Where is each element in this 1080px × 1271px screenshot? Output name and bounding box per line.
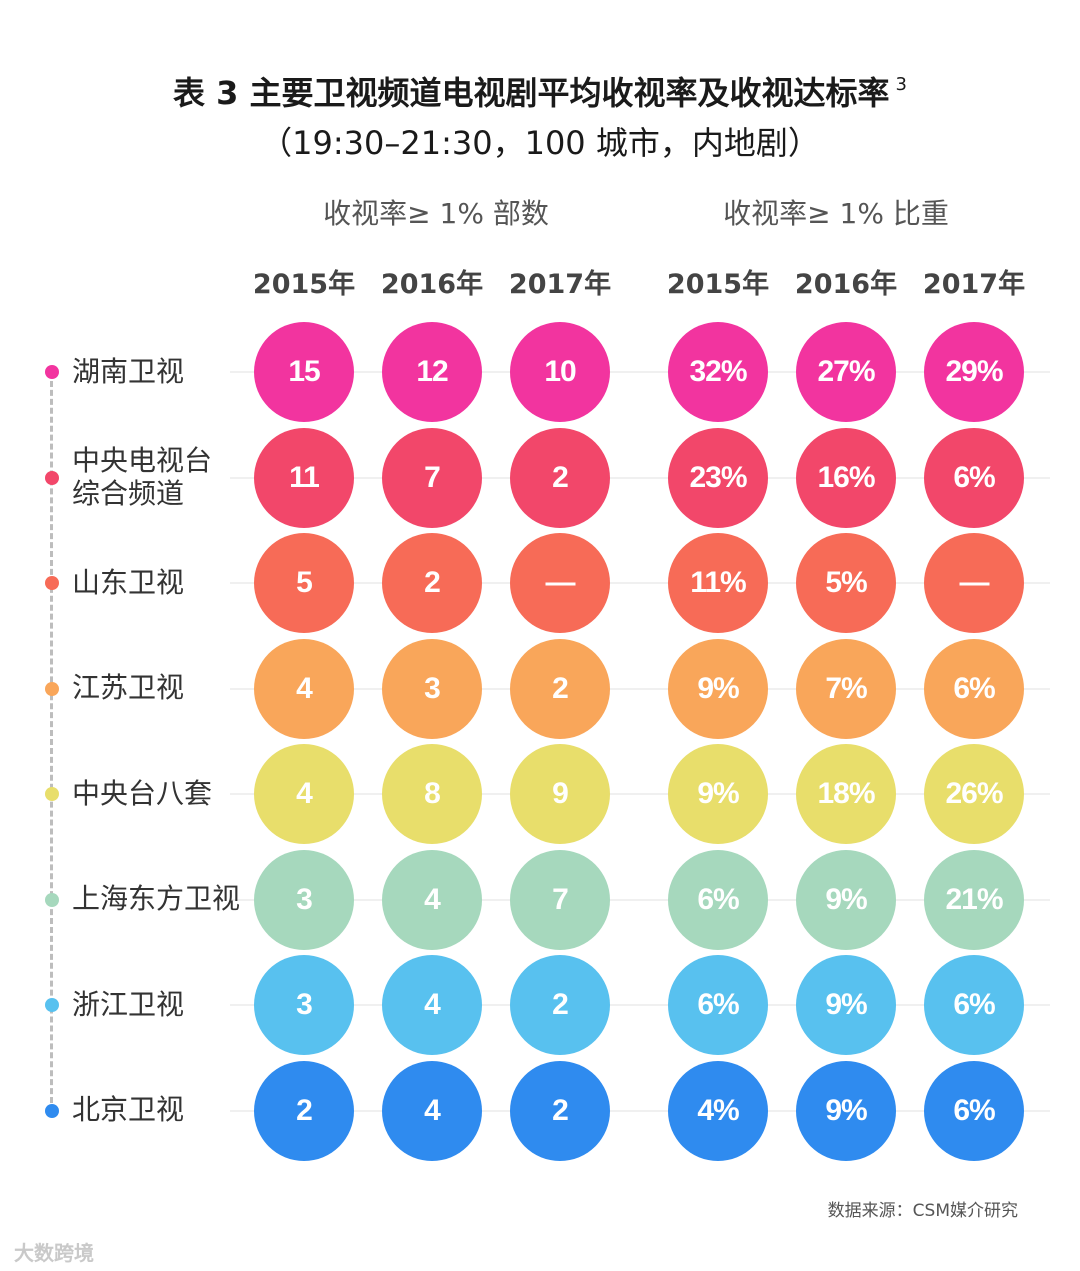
share-circle: 6% [924, 955, 1024, 1055]
row-guide-line [230, 582, 1050, 584]
share-circle: 6% [668, 955, 768, 1055]
share-circle: 9% [668, 638, 768, 739]
share-circle: 27% [796, 322, 896, 422]
share-circle: 16% [796, 427, 896, 528]
share-circle: 32% [668, 322, 768, 422]
year-header-share-2016: 2016年 [794, 269, 898, 300]
year-header-count-2017: 2017年 [508, 269, 612, 300]
share-circle: 4% [668, 1060, 768, 1161]
count-circle: 3 [254, 955, 354, 1055]
count-circle: 8 [382, 744, 482, 844]
group-header-count: 收视率≥ 1% 部数 [323, 197, 549, 230]
row-marker-dot [45, 681, 59, 696]
chart-subtitle: （19:30–21:30，100 城市，内地剧） [260, 124, 820, 162]
chart-title: 表 3 主要卫视频道电视剧平均收视率及收视达标率 3 [0, 68, 1080, 114]
count-circle: 12 [382, 322, 482, 422]
share-circle: 6% [924, 1060, 1024, 1161]
row-marker-dot [45, 576, 59, 590]
row-guide-line [230, 1004, 1050, 1006]
channel-label: 中央台八套 [72, 776, 213, 810]
share-circle: 18% [796, 744, 896, 844]
share-circle: 6% [924, 638, 1024, 739]
row-marker-dot [45, 787, 59, 801]
share-circle: 9% [796, 955, 896, 1055]
count-circle: 4 [382, 955, 482, 1055]
year-header-count-2015: 2015年 [252, 269, 356, 300]
data-source-note: 数据来源：CSM媒介研究 [827, 1201, 1018, 1221]
count-circle: 9 [510, 744, 610, 844]
count-circle: 7 [382, 427, 482, 528]
group-header-share: 收视率≥ 1% 比重 [723, 197, 949, 230]
share-circle: 6% [668, 849, 768, 950]
share-circle: 21% [924, 849, 1024, 950]
count-circle: 2 [382, 533, 482, 633]
year-header-share-2017: 2017年 [922, 269, 1026, 300]
channel-label: 湖南卫视 [72, 354, 185, 388]
channel-label: 上海东方卫视 [72, 882, 241, 915]
row-marker-dot [45, 470, 59, 485]
count-circle: 5 [254, 533, 354, 633]
channel-label: 浙江卫视 [72, 987, 185, 1021]
row-guide-line [230, 1109, 1050, 1112]
share-circle: 5% [796, 533, 896, 633]
watermark-logo: 大数跨境 [14, 1241, 94, 1265]
row-guide-line [230, 793, 1050, 795]
count-circle: 10 [510, 322, 610, 422]
channel-label: 山东卫视 [72, 565, 185, 599]
count-circle: 2 [254, 1060, 354, 1161]
count-circle: 3 [382, 638, 482, 739]
row-marker-dot [45, 365, 59, 379]
year-header-count-2016: 2016年 [380, 269, 484, 300]
channel-label: 江苏卫视 [72, 671, 185, 704]
share-circle: — [924, 533, 1024, 633]
channel-label: 北京卫视 [72, 1093, 185, 1126]
timeline-dashed-line [50, 372, 53, 1112]
row-guide-line [230, 371, 1050, 373]
count-circle: 15 [254, 322, 354, 422]
share-circle: 11% [668, 533, 768, 633]
share-circle: 26% [924, 744, 1024, 844]
count-circle: 4 [382, 849, 482, 950]
count-circle: 4 [254, 638, 354, 739]
count-circle: 2 [510, 955, 610, 1055]
share-circle: 29% [924, 322, 1024, 422]
share-circle: 6% [924, 427, 1024, 528]
year-header-share-2015: 2015年 [666, 269, 770, 300]
channel-label: 中央电视台 综合频道 [72, 443, 213, 510]
row-marker-dot [45, 998, 59, 1012]
row-guide-line [230, 687, 1050, 690]
count-circle: 11 [254, 427, 354, 528]
share-circle: 9% [796, 1060, 896, 1161]
count-circle: 2 [510, 638, 610, 739]
count-circle: 4 [254, 744, 354, 844]
count-circle: 7 [510, 849, 610, 950]
share-circle: 23% [668, 427, 768, 528]
chart-title-text: 表 3 主要卫视频道电视剧平均收视率及收视达标率 [172, 74, 890, 112]
share-circle: 7% [796, 638, 896, 739]
row-guide-line [230, 898, 1050, 901]
row-guide-line [230, 476, 1050, 479]
title-footnote-marker: 3 [895, 74, 907, 95]
count-circle: 4 [382, 1060, 482, 1161]
count-circle: 3 [254, 849, 354, 950]
count-circle: — [510, 533, 610, 633]
count-circle: 2 [510, 1060, 610, 1161]
row-marker-dot [45, 1103, 59, 1118]
share-circle: 9% [796, 849, 896, 950]
share-circle: 9% [668, 744, 768, 844]
count-circle: 2 [510, 427, 610, 528]
row-marker-dot [45, 892, 59, 907]
